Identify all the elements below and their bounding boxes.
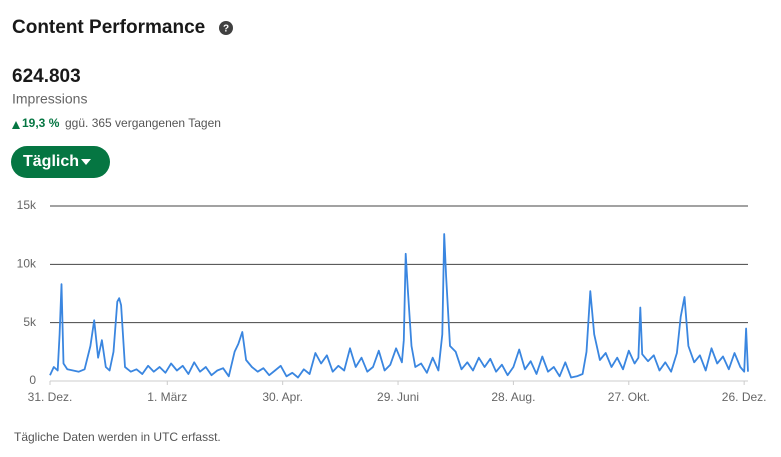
x-tick-label: 28. Aug. — [491, 390, 535, 404]
footnote: Tägliche Daten werden in UTC erfasst. — [14, 430, 221, 444]
caret — [81, 159, 91, 165]
x-tick-label: 31. Dez. — [28, 390, 73, 404]
y-tick-label: 0 — [29, 373, 36, 387]
up-arrow — [12, 121, 20, 129]
change-value: 19,3 % — [22, 116, 60, 130]
x-tick-label: 29. Juni — [377, 390, 419, 404]
x-tick-label: 1. März — [147, 390, 187, 404]
y-tick-label: 15k — [17, 198, 37, 212]
x-tick-label: 27. Okt. — [608, 390, 650, 404]
y-tick-label: 10k — [17, 257, 37, 271]
total-value: 624.803 — [12, 66, 81, 87]
impressions-line — [49, 233, 749, 379]
help-icon[interactable]: ? — [219, 21, 233, 35]
x-tick-label: 30. Apr. — [262, 390, 303, 404]
x-tick-label: 26. Dez. — [722, 390, 767, 404]
svg-text:?: ? — [223, 24, 229, 35]
y-tick-label: 5k — [23, 315, 37, 329]
button-label[interactable]: Täglich — [23, 153, 79, 170]
title: Content Performance — [12, 17, 205, 38]
chart: 0 5k 10k 15k 31. Dez. 1. März 30. Apr. 29. Juni… — [17, 198, 767, 404]
change-note: ggü. 365 vergangenen Tagen — [65, 116, 221, 130]
metric-label: Impressions — [12, 91, 87, 107]
frequency-button[interactable]: Täglich — [11, 146, 110, 178]
